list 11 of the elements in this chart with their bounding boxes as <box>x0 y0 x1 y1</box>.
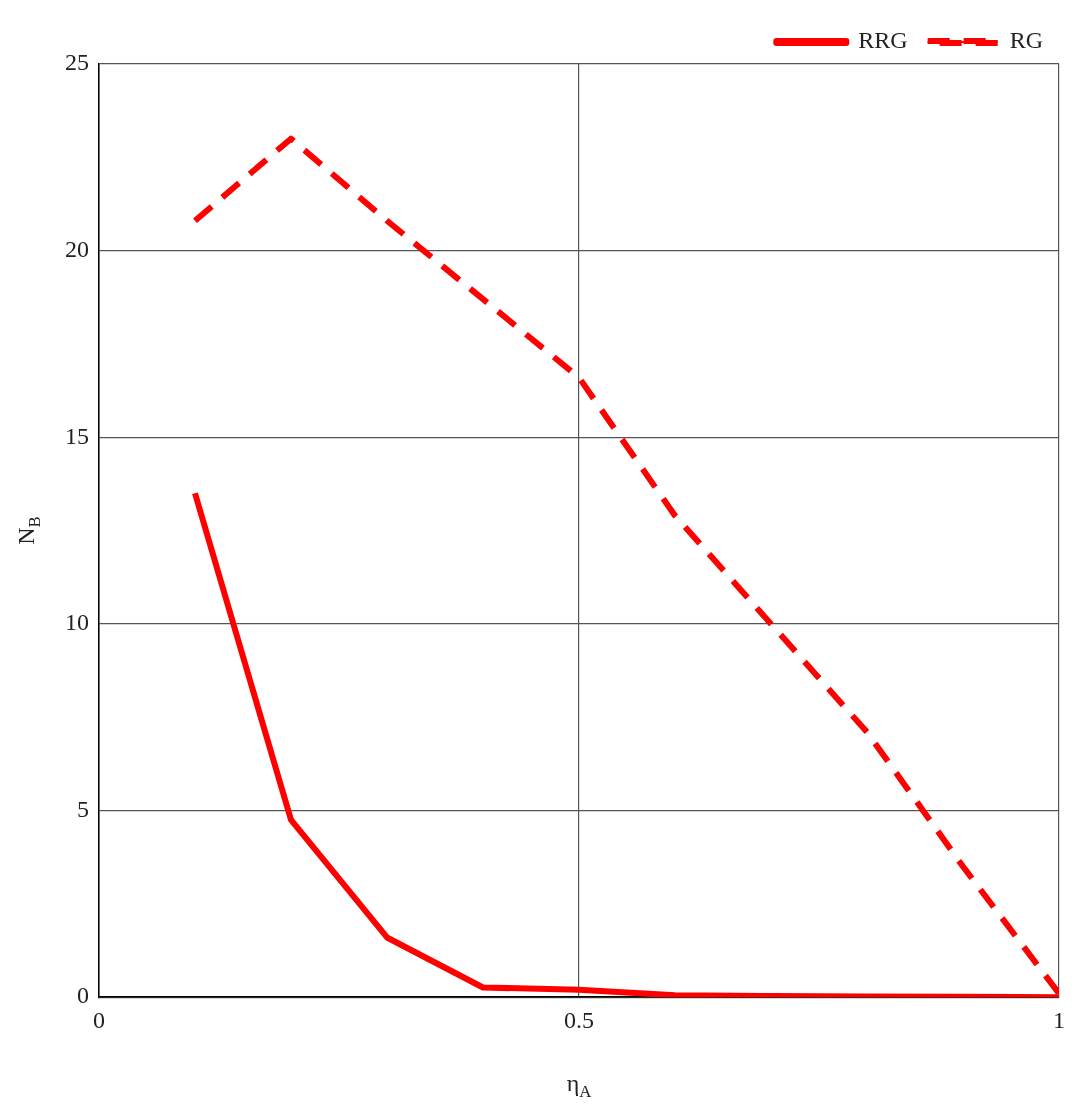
y-axis-title: NB <box>13 516 44 545</box>
y-tick-label: 5 <box>77 795 89 822</box>
legend-label: RRG <box>858 27 908 54</box>
y-tick-label: 0 <box>77 982 89 1009</box>
x-tick-label: 1 <box>1053 1006 1065 1033</box>
legend-label: RG <box>1009 27 1043 54</box>
x-tick-label: 0.5 <box>564 1006 594 1033</box>
y-tick-label: 10 <box>65 609 89 636</box>
y-tick-label: 20 <box>65 235 89 262</box>
y-tick-label: 25 <box>65 49 89 76</box>
y-tick-label: 15 <box>65 422 89 449</box>
